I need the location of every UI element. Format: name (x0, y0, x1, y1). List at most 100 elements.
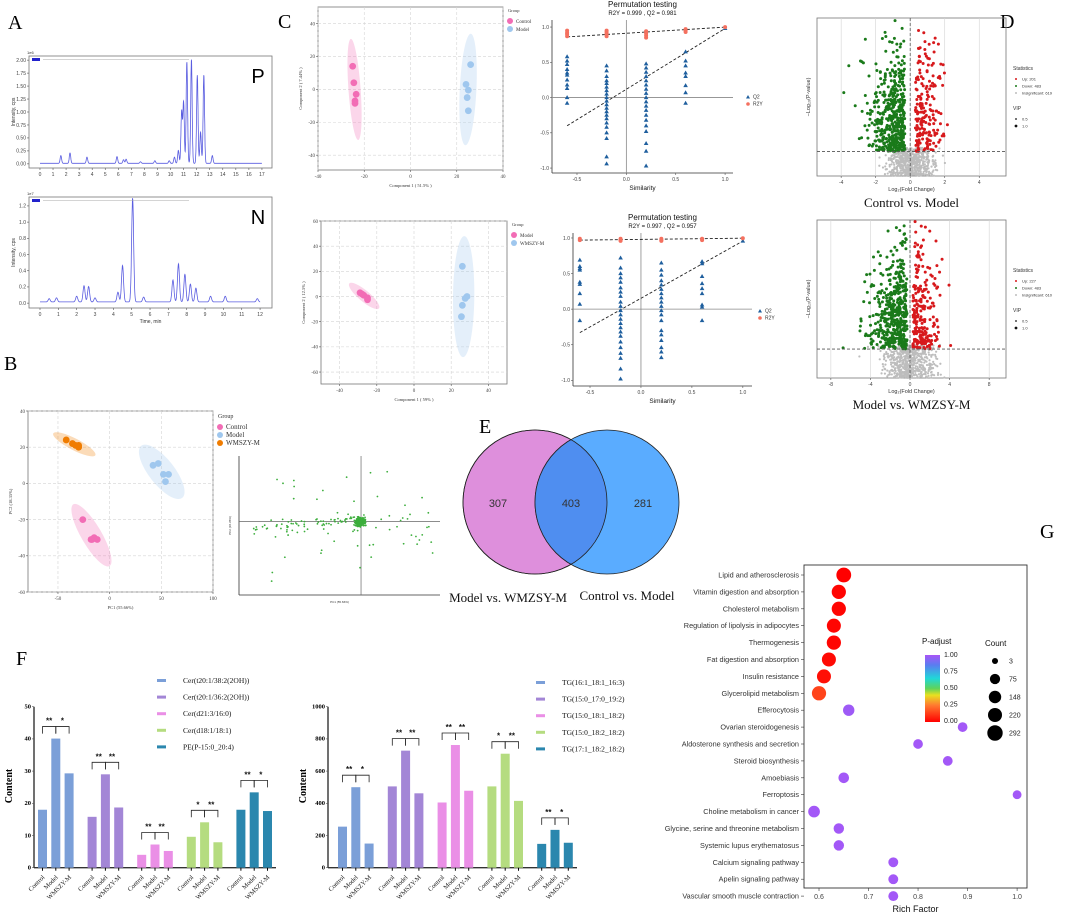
pathway-label: Vitamin digestion and absorption (693, 587, 799, 596)
loading-point (353, 519, 356, 522)
up-point (920, 326, 924, 330)
insignificant-point (890, 163, 893, 166)
down-point (883, 109, 887, 113)
pathway-dot (808, 805, 820, 818)
loading-point (356, 520, 359, 522)
loading-point (356, 529, 359, 532)
insignificant-point (918, 358, 921, 361)
insignificant-point (918, 164, 921, 168)
up-point (918, 68, 922, 72)
up-point (925, 84, 929, 88)
loading-point (339, 519, 342, 522)
insignificant-point (891, 160, 894, 163)
y-tick-label: -40 (311, 346, 318, 351)
down-point (894, 272, 898, 276)
down-point (879, 319, 883, 323)
insignificant-point (914, 171, 917, 174)
up-point (928, 266, 932, 270)
insignificant-point (887, 158, 890, 162)
q2-point (659, 299, 664, 304)
q2-point (659, 260, 664, 265)
down-point (880, 132, 884, 136)
q2-point (604, 161, 609, 166)
group-label: Control (427, 874, 446, 893)
insignificant-point (893, 375, 896, 379)
insignificant-point (943, 161, 946, 165)
q2-point (604, 84, 609, 89)
x-tick-label: 100 (209, 597, 217, 602)
insignificant-point (918, 363, 921, 366)
insignificant-point (934, 364, 937, 367)
vip-size-dot (1015, 118, 1017, 120)
q2-point (564, 100, 570, 105)
insignificant-point (901, 158, 905, 161)
score-point (467, 61, 475, 69)
down-point (896, 140, 900, 144)
up-point (923, 280, 927, 284)
q2-point (604, 109, 609, 114)
insignificant-point (935, 350, 938, 353)
up-point (917, 304, 921, 308)
q2-point (643, 103, 649, 108)
insignificant-point (920, 156, 923, 159)
significance-bracket (105, 761, 120, 770)
up-point (918, 103, 922, 107)
down-point (891, 92, 895, 96)
insignificant-point (916, 160, 920, 164)
insignificant-point (937, 371, 940, 375)
down-point (875, 134, 879, 138)
pathway-dot (833, 840, 845, 851)
down-point (890, 136, 894, 140)
significance-stars: ** (96, 752, 103, 761)
y-tick-label: 0.6 (19, 252, 26, 258)
up-point (939, 62, 943, 66)
up-point (919, 97, 923, 101)
y-tick-label: 20 (310, 55, 316, 60)
y-tick-label: 40 (313, 245, 319, 250)
down-point (892, 126, 896, 130)
down-point (878, 340, 882, 344)
down-point (886, 273, 890, 277)
insignificant-point (922, 154, 925, 157)
y-tick-label: 20 (25, 800, 32, 807)
down-point (865, 290, 869, 294)
regression-line (567, 26, 726, 38)
up-point (928, 103, 932, 107)
up-point (915, 340, 919, 344)
insignificant-point (898, 161, 902, 164)
significance-bracket (42, 726, 57, 734)
score-point (464, 86, 472, 94)
up-point (919, 224, 923, 228)
down-point (882, 345, 886, 349)
q2-point (604, 81, 609, 86)
down-point (903, 117, 907, 121)
q2-point (699, 291, 705, 296)
insignificant-point (881, 368, 884, 372)
bar (213, 842, 223, 868)
legend-q2-icon (746, 95, 750, 99)
down-point (886, 107, 890, 111)
panel-label-b: B (4, 353, 17, 375)
q2-point (618, 320, 623, 325)
down-point (902, 346, 906, 350)
down-point (889, 265, 893, 269)
y-tick-label: 30 (25, 768, 32, 775)
insignificant-point (923, 163, 926, 166)
insignificant-point (890, 355, 893, 358)
loading-point (287, 520, 290, 523)
down-point (880, 82, 884, 86)
up-point (928, 296, 932, 300)
significance-bracket (491, 741, 506, 749)
insignificant-point (900, 151, 903, 155)
pathway-label: Insulin resistance (743, 672, 799, 681)
up-point (931, 61, 935, 65)
insignificant-point (895, 165, 898, 169)
insignificant-point (886, 369, 889, 372)
x-tick-label: 1 (57, 312, 60, 318)
up-point (924, 101, 928, 105)
insignificant-point (904, 154, 908, 157)
up-point (925, 278, 929, 282)
bar (137, 854, 147, 868)
insignificant-point (922, 172, 925, 175)
insignificant-point (918, 162, 921, 166)
